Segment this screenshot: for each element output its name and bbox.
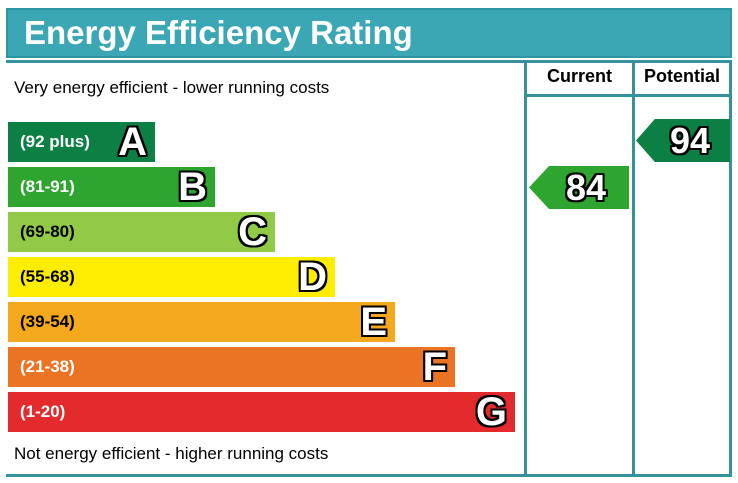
- band-d-letter: D: [297, 255, 328, 299]
- band-f-range-label: (21-38): [20, 357, 75, 376]
- band-e-letter: E: [359, 300, 388, 344]
- band-c-letter: C: [237, 210, 268, 254]
- title-bar: Energy Efficiency Rating: [6, 8, 732, 58]
- band-f-letter: F: [422, 345, 448, 389]
- chart-bottom-border: [6, 474, 732, 477]
- potential-column-divider: [632, 60, 635, 477]
- band-d: (55-68) D: [8, 255, 335, 299]
- potential-rating-arrow: 94: [636, 119, 730, 162]
- current-column-header: Current: [546, 66, 612, 86]
- potential-column-header: Potential: [643, 66, 720, 86]
- chart-top-border: [6, 60, 732, 63]
- band-g: (1-20) G: [8, 390, 515, 434]
- band-b: (81-91) B: [8, 165, 215, 209]
- band-e-range-label: (39-54): [20, 312, 75, 331]
- band-f: (21-38) F: [8, 345, 455, 389]
- current-column-divider: [524, 60, 527, 477]
- current-rating-arrow: 84: [529, 166, 629, 209]
- band-c-range-label: (69-80): [20, 222, 75, 241]
- column-header-underline: [524, 94, 732, 97]
- potential-rating-value: 94: [669, 119, 711, 161]
- band-a-range-label: (92 plus): [20, 132, 90, 151]
- page-title: Energy Efficiency Rating: [24, 14, 413, 51]
- band-c: (69-80) C: [8, 210, 275, 254]
- band-d-range-label: (55-68): [20, 267, 75, 286]
- current-rating-value: 84: [565, 166, 607, 208]
- chart-right-border: [729, 60, 732, 477]
- band-g-range-label: (1-20): [20, 402, 66, 421]
- bottom-note: Not energy efficient - higher running co…: [14, 444, 329, 463]
- band-e: (39-54) E: [8, 300, 395, 344]
- band-g-letter: G: [475, 390, 508, 434]
- top-note: Very energy efficient - lower running co…: [14, 78, 330, 97]
- band-a: (92 plus) A: [8, 120, 155, 164]
- rating-bands: (92 plus) A (81-91) B (69-80) C (55-68) …: [8, 120, 515, 437]
- band-a-letter: A: [117, 120, 148, 164]
- band-b-range-label: (81-91): [20, 177, 75, 196]
- band-b-letter: B: [177, 165, 208, 209]
